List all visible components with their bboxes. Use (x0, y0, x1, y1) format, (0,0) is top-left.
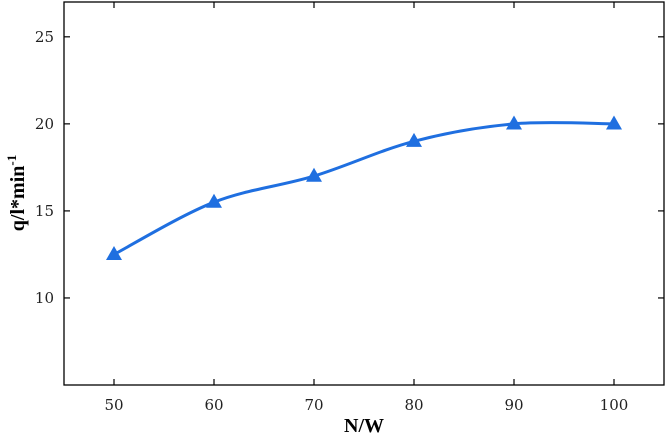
x-tick-label: 80 (404, 396, 423, 414)
y-tick-label: 25 (35, 28, 54, 46)
series-markers (106, 115, 622, 261)
tick-labels: 50 60 70 80 90 100 10 15 20 25 (35, 28, 628, 414)
y-axis-title-superscript: -1 (4, 155, 19, 166)
series-line (113, 121, 615, 256)
data-point-marker (506, 115, 522, 130)
data-point-marker (306, 167, 322, 182)
x-tick-label: 70 (304, 396, 323, 414)
plot-frame (63, 1, 665, 386)
data-point-marker (106, 246, 122, 261)
y-axis-title: q/l*min-1 (4, 155, 29, 231)
x-tick-label: 100 (600, 396, 629, 414)
axis-ticks (64, 2, 664, 385)
y-tick-label: 10 (35, 289, 54, 307)
data-point-marker (606, 115, 622, 130)
x-axis-title: N/W (344, 415, 384, 436)
data-point-marker (406, 132, 422, 147)
x-tick-label: 90 (504, 396, 523, 414)
x-tick-label: 60 (204, 396, 223, 414)
y-axis-title-main: q/l*min (7, 166, 29, 232)
y-tick-label: 15 (35, 202, 54, 220)
data-point-marker (206, 193, 222, 208)
y-tick-label: 20 (35, 115, 54, 133)
x-tick-label: 50 (104, 396, 123, 414)
